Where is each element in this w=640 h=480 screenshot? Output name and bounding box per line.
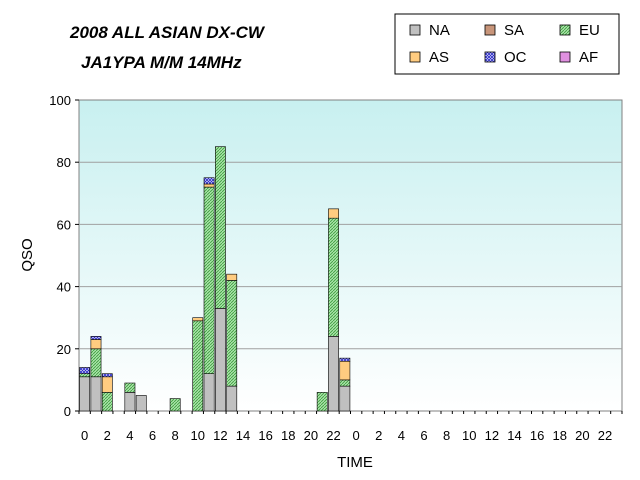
y-axis-ticks: 0 20 40 60 80 100 — [49, 93, 79, 419]
legend-label-af: AF — [579, 49, 598, 66]
legend-label-na: NA — [429, 22, 450, 39]
legend-label-eu: EU — [579, 22, 600, 39]
x-tick-label: 18 — [553, 428, 567, 443]
bar-segment-as — [339, 360, 351, 381]
x-tick-label: 20 — [575, 428, 589, 443]
chart-subtitle: JA1YPA M/M 14MHz — [81, 53, 242, 72]
bar-segment-as — [101, 376, 113, 393]
bar-segment-eu — [316, 392, 328, 412]
x-tick-label: 8 — [443, 428, 450, 443]
x-axis-ticks: 0 2 4 6 8 10 12 14 16 18 20 22 0 2 4 6 8 10 12 14 16 18 20 22 — [78, 411, 623, 443]
bar-segment-eu — [339, 379, 351, 387]
legend-swatch-as — [409, 51, 421, 63]
x-tick-label: 10 — [462, 428, 476, 443]
legend-swatch-na — [409, 24, 421, 36]
x-tick-label: 14 — [507, 428, 521, 443]
x-tick-label: 10 — [191, 428, 205, 443]
bar-segment-na — [90, 376, 102, 412]
x-tick-label: 16 — [258, 428, 272, 443]
bar-segment-eu — [226, 280, 238, 387]
bar-segment-eu — [203, 186, 215, 374]
bars — [79, 146, 351, 412]
bar-segment-as — [90, 339, 102, 350]
x-tick-label: 4 — [398, 428, 405, 443]
x-tick-label: 6 — [149, 428, 156, 443]
gridlines — [79, 161, 622, 350]
legend-swatch-eu — [559, 24, 571, 36]
x-tick-label: 14 — [236, 428, 250, 443]
legend-swatch-oc — [484, 51, 496, 63]
x-tick-label: 22 — [598, 428, 612, 443]
bar-segment-na — [226, 385, 238, 412]
y-tick-label: 40 — [57, 280, 71, 295]
x-tick-label: 0 — [81, 428, 88, 443]
bar-segment-eu — [101, 392, 113, 412]
bar-segment-na — [135, 395, 147, 412]
y-tick-label: 100 — [49, 93, 71, 108]
x-tick-label: 6 — [420, 428, 427, 443]
bar-segment-na — [124, 392, 136, 412]
x-tick-label: 12 — [213, 428, 227, 443]
bar-segment-na — [328, 336, 339, 412]
legend-box — [394, 13, 620, 75]
y-axis-title: QSO — [19, 238, 36, 271]
chart-title: 2008 ALL ASIAN DX-CW — [69, 23, 266, 42]
legend-swatch-af — [559, 51, 571, 63]
y-tick-label: 0 — [64, 404, 71, 419]
legend-label-oc: OC — [504, 49, 527, 66]
bar-segment-as — [192, 317, 204, 322]
bar-segment-eu — [124, 382, 136, 393]
legend-label-as: AS — [429, 49, 449, 66]
x-tick-label: 12 — [485, 428, 499, 443]
bar-segment-eu — [215, 146, 226, 309]
bar-segment-oc — [79, 367, 91, 374]
bar-segment-as — [203, 183, 215, 188]
x-tick-label: 4 — [126, 428, 133, 443]
x-tick-label: 2 — [375, 428, 382, 443]
bar-segment-oc — [101, 373, 113, 378]
y-tick-label: 80 — [57, 155, 71, 170]
bar-segment-eu — [90, 348, 102, 378]
bar-segment-oc — [203, 177, 215, 185]
bar-segment-na — [203, 373, 215, 412]
bar-segment-eu — [79, 373, 91, 378]
bar-segment-oc — [339, 357, 351, 362]
bar-segment-as — [226, 273, 238, 281]
legend: NA SA EU AS OC AF — [394, 13, 620, 75]
bar-segment-na — [215, 308, 226, 412]
bar-segment-oc — [90, 336, 102, 340]
x-tick-label: 2 — [104, 428, 111, 443]
x-tick-label: 22 — [326, 428, 340, 443]
x-tick-label: 20 — [304, 428, 318, 443]
legend-swatch-sa — [484, 24, 496, 36]
x-tick-label: 16 — [530, 428, 544, 443]
x-axis-title: TIME — [337, 454, 373, 471]
bar-segment-eu — [192, 320, 204, 412]
bar-segment-na — [79, 376, 91, 412]
bar-segment-na — [339, 385, 351, 412]
bar-segment-eu — [328, 217, 339, 337]
bar-segment-as — [328, 208, 339, 219]
y-tick-label: 20 — [57, 342, 71, 357]
x-tick-label: 0 — [353, 428, 360, 443]
x-tick-label: 18 — [281, 428, 295, 443]
y-tick-label: 60 — [57, 217, 71, 232]
legend-label-sa: SA — [504, 22, 524, 39]
x-tick-label: 8 — [172, 428, 179, 443]
plot-area — [78, 99, 623, 412]
bar-segment-eu — [169, 398, 181, 412]
